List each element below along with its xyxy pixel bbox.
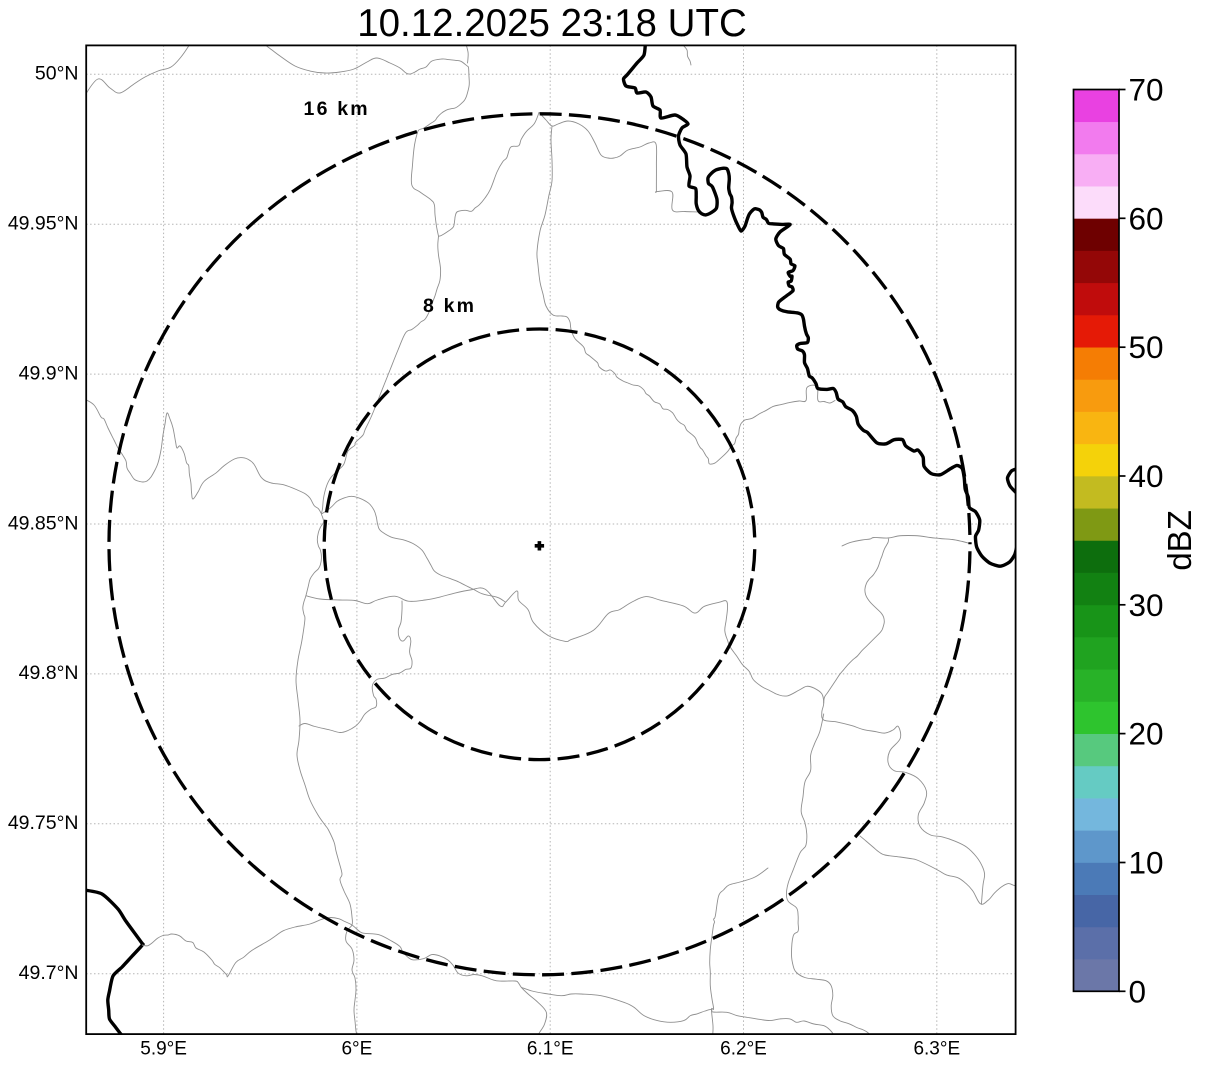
svg-text:49.85°N: 49.85°N: [8, 512, 79, 534]
svg-text:60: 60: [1129, 200, 1164, 236]
svg-text:6°E: 6°E: [341, 1039, 372, 1060]
svg-text:50°N: 50°N: [35, 63, 79, 85]
svg-text:6.2°E: 6.2°E: [720, 1039, 767, 1060]
svg-text:8 km: 8 km: [423, 295, 476, 317]
svg-text:49.8°N: 49.8°N: [19, 662, 79, 684]
svg-text:10: 10: [1129, 845, 1164, 881]
svg-text:16 km: 16 km: [304, 98, 370, 120]
svg-text:40: 40: [1129, 458, 1164, 494]
svg-text:49.7°N: 49.7°N: [19, 962, 79, 984]
svg-text:0: 0: [1129, 973, 1147, 1009]
svg-text:49.75°N: 49.75°N: [8, 812, 79, 834]
svg-text:30: 30: [1129, 587, 1164, 623]
svg-text:20: 20: [1129, 716, 1164, 752]
svg-text:6.1°E: 6.1°E: [527, 1039, 574, 1060]
svg-text:50: 50: [1129, 329, 1164, 365]
svg-text:49.95°N: 49.95°N: [8, 213, 79, 235]
svg-text:10.12.2025 23:18 UTC: 10.12.2025 23:18 UTC: [357, 2, 747, 45]
svg-text:6.3°E: 6.3°E: [913, 1039, 960, 1060]
svg-text:70: 70: [1129, 72, 1164, 108]
svg-text:5.9°E: 5.9°E: [140, 1039, 187, 1060]
svg-text:49.9°N: 49.9°N: [19, 362, 79, 384]
svg-text:dBZ: dBZ: [1161, 510, 1198, 571]
